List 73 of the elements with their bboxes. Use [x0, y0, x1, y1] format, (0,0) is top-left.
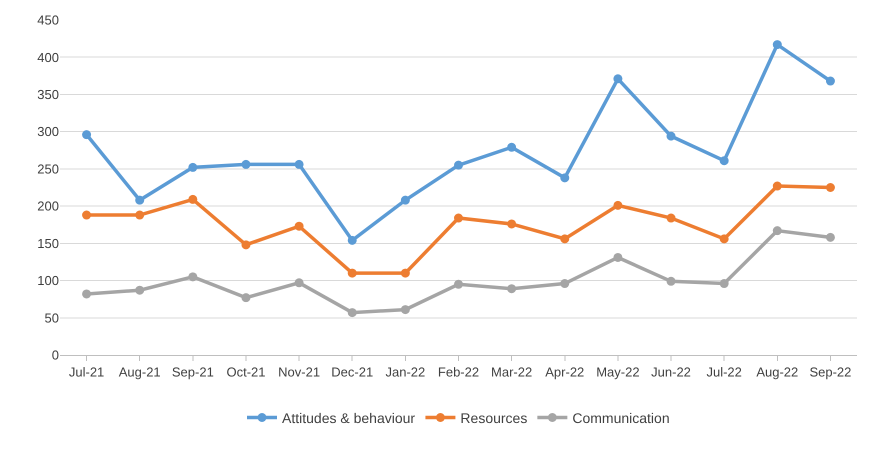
point	[560, 279, 570, 288]
point	[348, 308, 357, 318]
point	[241, 240, 250, 250]
x-tick-label: Apr-22	[545, 364, 584, 380]
x-tick-label: Sep-21	[172, 364, 214, 380]
y-tick-label: 250	[37, 161, 59, 176]
point	[348, 268, 357, 278]
point	[772, 226, 782, 236]
point	[826, 183, 835, 192]
point	[400, 305, 410, 314]
legend-label: Communication	[572, 410, 670, 426]
y-tick-label: 200	[37, 198, 59, 214]
x-tick-label: Jun-22	[651, 364, 691, 380]
point	[135, 286, 144, 295]
x-tick-label: Mar-22	[491, 364, 532, 380]
x-tick-label: Aug-21	[118, 364, 161, 380]
x-tick-label: Sep-22	[809, 364, 852, 380]
x-tick-label: Aug-22	[756, 364, 798, 380]
point	[772, 40, 782, 50]
point	[666, 276, 676, 286]
x-tick-label: Jul-22	[706, 364, 742, 380]
x-tick-label: Dec-21	[331, 364, 374, 380]
point	[772, 182, 782, 191]
point	[507, 219, 516, 228]
point	[560, 234, 570, 244]
point	[135, 210, 144, 220]
point	[294, 222, 304, 231]
point	[188, 162, 198, 172]
x-tick-label: Nov-21	[278, 364, 320, 380]
point	[666, 132, 676, 141]
point	[294, 278, 304, 288]
point	[348, 236, 357, 245]
x-tick-label: Jan-22	[385, 364, 426, 380]
y-tick-label: 50	[44, 310, 59, 326]
point	[82, 289, 92, 298]
y-tick-label: 300	[37, 124, 59, 140]
point	[666, 214, 676, 223]
point	[613, 74, 622, 84]
x-tick-label: May-22	[596, 364, 640, 380]
point	[560, 173, 570, 182]
point	[82, 130, 92, 140]
y-tick-label: 100	[37, 273, 59, 288]
point	[82, 210, 92, 220]
point	[454, 214, 463, 223]
point	[720, 279, 729, 288]
point	[826, 76, 835, 86]
point	[613, 252, 622, 262]
point	[507, 142, 516, 152]
point	[241, 293, 250, 302]
x-tick-label: Jul-21	[68, 364, 104, 380]
y-tick-label: 0	[52, 348, 59, 363]
point	[400, 196, 410, 205]
point	[294, 160, 304, 169]
y-tick-label: 150	[37, 236, 59, 251]
point	[454, 160, 463, 170]
y-tick-label: 400	[37, 50, 59, 65]
point	[613, 200, 622, 210]
point	[826, 232, 835, 242]
legend-label: Resources	[460, 410, 528, 426]
point	[188, 194, 198, 204]
point	[400, 268, 410, 278]
legend-label: Attitudes & behaviour	[282, 410, 416, 426]
point	[241, 160, 250, 169]
point	[720, 234, 729, 244]
point	[454, 280, 463, 289]
x-tick-label: Oct-21	[226, 364, 266, 380]
y-tick-label: 450	[37, 12, 59, 28]
y-tick-label: 350	[37, 86, 59, 102]
point	[720, 156, 729, 166]
x-tick-label: Feb-22	[438, 364, 480, 380]
point	[188, 272, 198, 282]
point	[135, 196, 144, 205]
point	[507, 284, 516, 294]
